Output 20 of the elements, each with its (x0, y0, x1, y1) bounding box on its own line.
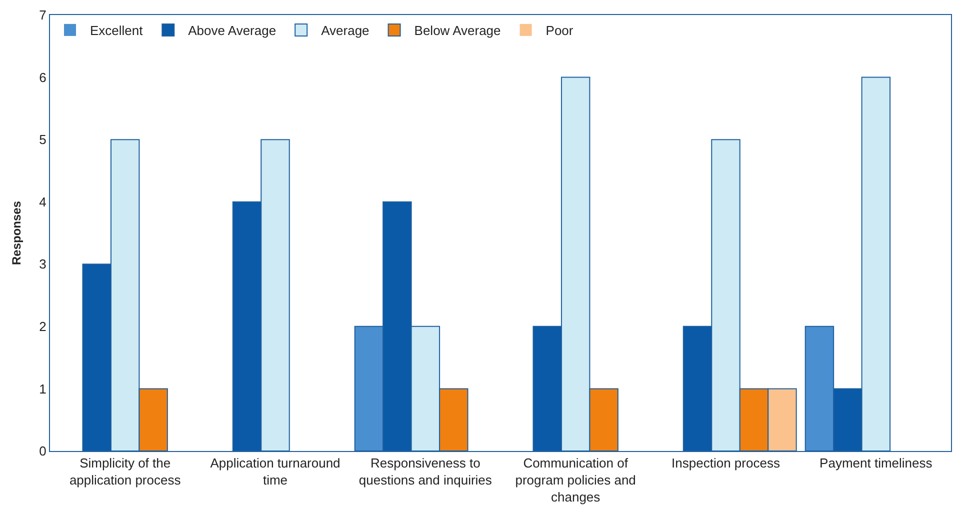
y-tick-label: 0 (39, 444, 46, 459)
legend-label: Below Average (414, 23, 501, 38)
y-tick-label: 4 (39, 194, 46, 210)
x-tick-label: Application turnaround time (210, 456, 340, 488)
legend-label: Excellent (90, 23, 144, 38)
y-tick-label: 7 (39, 8, 46, 23)
y-tick-label: 3 (39, 256, 46, 272)
legend-label: Average (321, 23, 370, 38)
y-tick-label: 6 (39, 70, 46, 85)
x-tick-label: Simplicity of the application process (69, 456, 182, 488)
x-tick-label: Responsiveness to questions and inquiries (358, 456, 492, 488)
x-tick-label: Payment timeliness (820, 456, 933, 471)
x-tick-label: Inspection process (672, 456, 780, 471)
y-tick-label: 2 (39, 318, 46, 334)
legend-label: Poor (546, 23, 574, 38)
legend-label: Above Average (188, 23, 276, 38)
y-axis-title: Responses (9, 200, 24, 266)
x-tick-label: Communication of program policies and changes (515, 456, 636, 504)
y-tick-label: 5 (39, 132, 46, 148)
y-tick-label: 1 (39, 381, 46, 396)
